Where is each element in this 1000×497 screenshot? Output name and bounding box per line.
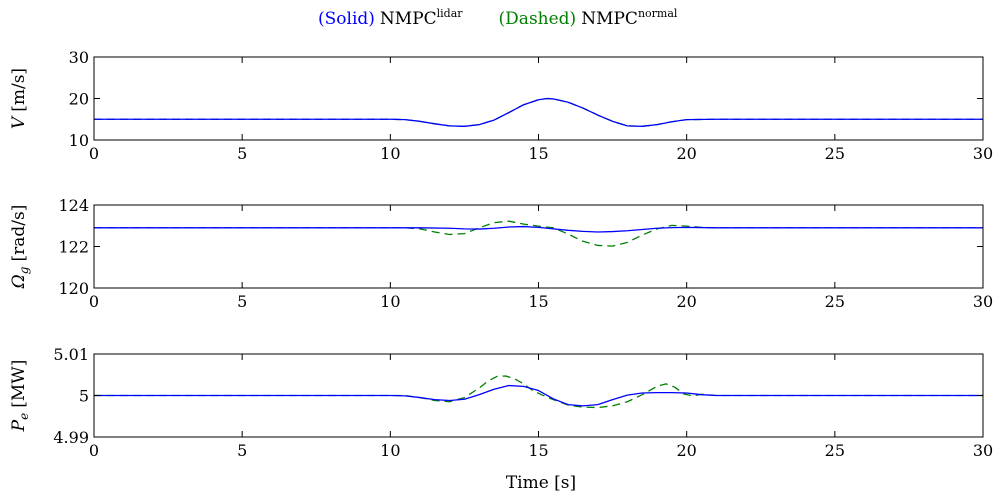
axes-frame (93, 204, 984, 289)
axes-frame (93, 56, 984, 141)
y-axis-subscript: g (17, 266, 31, 274)
x-tick-label: 0 (89, 441, 99, 460)
subplot-1: 0 5 10 15 20 25 30 10 20 30 V [m/s] (9, 48, 993, 163)
y-axis-unit: [m/s] (9, 68, 29, 112)
legend-solid-paren: (Solid) (318, 9, 375, 29)
y-axis-subscript: e (17, 413, 31, 420)
y-axis-symbol: V (9, 115, 29, 129)
x-tick-label: 5 (237, 441, 247, 460)
x-tick-label: 20 (676, 144, 696, 163)
series-line-solid (94, 225, 983, 233)
y-axis-unit: [MW] (9, 360, 29, 408)
y-axis-label: Pe [MW] (9, 360, 31, 433)
x-tick-label: 15 (528, 144, 548, 163)
y-tick-label: 124 (58, 196, 89, 215)
y-axis-unit: [rad/s] (9, 205, 29, 262)
x-tick-label: 30 (973, 292, 993, 311)
legend-solid-name: NMPC (380, 9, 437, 29)
legend-solid-sup: lidar (437, 7, 464, 20)
x-tick-label: 25 (825, 441, 845, 460)
y-tick-label: 122 (58, 238, 89, 257)
series-group (94, 97, 983, 127)
x-tick-label: 5 (237, 292, 247, 311)
y-axis-label: V [m/s] (9, 68, 29, 129)
series-line-solid (94, 97, 983, 127)
series-line-dashed (94, 220, 983, 247)
y-tick-label: 5.01 (53, 345, 89, 364)
x-tick-label: 30 (973, 441, 993, 460)
y-tick-label: 30 (69, 48, 89, 67)
series-group (94, 220, 983, 247)
legend-dashed-name: NMPC (581, 9, 638, 29)
x-tick-label: 0 (89, 144, 99, 163)
x-tick-label: 10 (380, 292, 400, 311)
x-tick-label: 10 (380, 144, 400, 163)
y-axis-symbol: Ω (9, 274, 29, 289)
y-axis-label: Ωg [rad/s] (9, 205, 31, 290)
x-tick-label: 0 (89, 292, 99, 311)
x-tick-label: 5 (237, 144, 247, 163)
series-group (94, 375, 983, 409)
y-tick-label: 4.99 (53, 428, 89, 447)
y-tick-label: 120 (58, 279, 89, 298)
x-tick-label: 15 (528, 292, 548, 311)
subplot-3: 0 5 10 15 20 25 30 4.99 5 5.01 Pe [MW] (9, 345, 993, 460)
legend-dashed-paren: (Dashed) (499, 9, 577, 29)
x-tick-label: 20 (676, 441, 696, 460)
y-tick-label: 10 (69, 131, 89, 150)
series-line-dashed (94, 97, 983, 127)
y-tick-label: 20 (69, 90, 89, 109)
y-tick-label: 5 (79, 387, 89, 406)
x-tick-label: 25 (825, 292, 845, 311)
x-tick-label: 25 (825, 144, 845, 163)
y-axis-symbol: P (9, 419, 29, 432)
x-tick-label: 10 (380, 441, 400, 460)
subplot-2: 0 5 10 15 20 25 30 120 122 124 Ωg [rad/s] (9, 196, 993, 311)
x-axis-label: Time [s] (506, 473, 576, 493)
x-tick-label: 15 (528, 441, 548, 460)
x-tick-label: 30 (973, 144, 993, 163)
legend-dashed-sup: normal (638, 7, 678, 20)
series-line-dashed (94, 375, 983, 409)
series-line-solid (94, 384, 983, 407)
legend: (Solid) NMPClidar (Dashed) NMPCnormal (318, 7, 678, 29)
x-tick-label: 20 (676, 292, 696, 311)
